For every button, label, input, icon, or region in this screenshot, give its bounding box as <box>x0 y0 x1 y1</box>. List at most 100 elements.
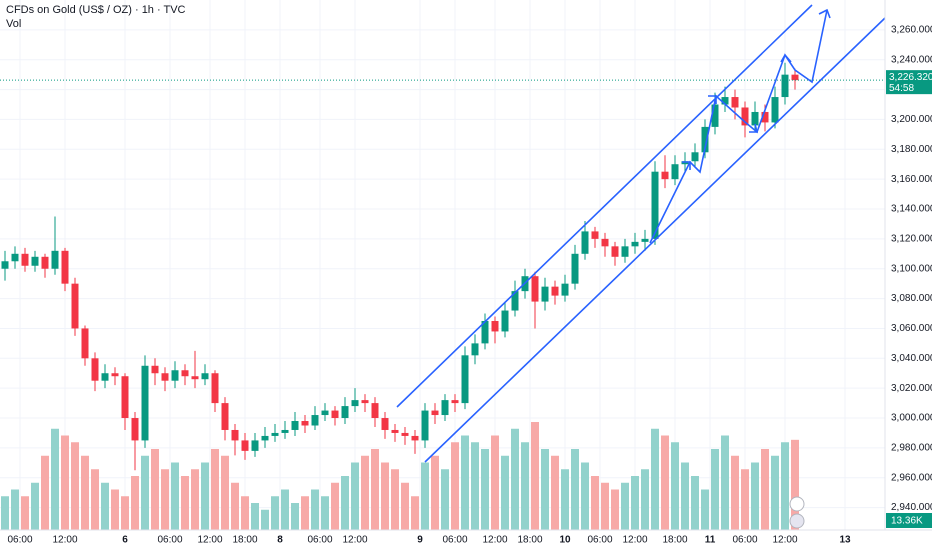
candle-body <box>601 238 609 247</box>
candle-body <box>431 410 439 416</box>
volume-bar <box>771 455 779 530</box>
x-tick-label: 18:00 <box>517 535 542 546</box>
candle-body <box>241 440 249 451</box>
event-icon[interactable] <box>789 496 805 512</box>
last-price-box <box>886 70 932 95</box>
y-tick-label: 3,200.000 <box>891 114 932 125</box>
volume-bar <box>71 442 79 530</box>
volume-bar <box>21 496 29 530</box>
candle-body <box>671 164 679 180</box>
candle-body <box>211 373 219 404</box>
volume-bar <box>91 469 99 530</box>
volume-bar <box>541 449 549 530</box>
volume-bar <box>791 439 799 530</box>
volume-bar <box>631 476 639 530</box>
channel-upper <box>396 4 813 408</box>
volume-bar <box>261 509 269 530</box>
candle-body <box>111 373 119 377</box>
volume-bar <box>411 496 419 530</box>
volume-bar <box>211 449 219 530</box>
volume-bar <box>191 469 199 530</box>
volume-bar <box>761 449 769 530</box>
y-tick-label: 3,160.000 <box>891 174 932 185</box>
x-tick-label: 06:00 <box>307 535 332 546</box>
volume-bar <box>161 469 169 530</box>
grid <box>0 0 885 530</box>
candle-body <box>381 418 389 430</box>
volume-bar <box>691 476 699 530</box>
drawings <box>396 4 886 463</box>
candle-body <box>271 432 279 436</box>
candle-body <box>691 152 699 162</box>
candle-body <box>31 256 39 266</box>
volume-bar <box>461 435 469 530</box>
countdown-label: 54:58 <box>889 83 914 94</box>
candle-body <box>721 97 729 105</box>
volume-bar <box>701 489 709 530</box>
candle-body <box>151 365 159 374</box>
candle-body <box>471 343 479 356</box>
candle-body <box>51 250 59 269</box>
volume-bar <box>591 476 599 530</box>
x-tick-label: 06:00 <box>732 535 757 546</box>
candle-body <box>41 256 49 269</box>
candle-body <box>791 74 799 81</box>
candle-body <box>71 283 79 329</box>
candle-body <box>651 171 659 239</box>
channel-lower <box>424 17 886 463</box>
volume-bar <box>381 462 389 530</box>
x-tick-label: 12:00 <box>482 535 507 546</box>
candle-body <box>281 429 289 433</box>
volume-bar <box>431 455 439 530</box>
volume-bar <box>251 503 259 530</box>
y-tick-label: 3,260.000 <box>891 24 932 35</box>
volume-bar <box>111 489 119 530</box>
volume-bar <box>621 482 629 530</box>
volume-bar <box>471 442 479 530</box>
x-tick-label: 06:00 <box>442 535 467 546</box>
candle-body <box>231 429 239 441</box>
candle-body <box>21 253 29 266</box>
candle-body <box>341 406 349 419</box>
volume-bar <box>511 428 519 530</box>
candle-body <box>581 231 589 254</box>
candle-body <box>571 253 579 284</box>
candle-body <box>351 400 359 407</box>
volume-bar <box>421 462 429 530</box>
candle-body <box>131 418 139 441</box>
volume-bar <box>371 449 379 530</box>
projection-path <box>649 9 828 244</box>
volume-bar <box>781 442 789 530</box>
flag-icon[interactable] <box>789 513 805 529</box>
candle-body <box>371 403 379 419</box>
candle-body <box>11 253 19 262</box>
y-tick-label: 3,080.000 <box>891 293 932 304</box>
x-tick-label: 06:00 <box>587 535 612 546</box>
x-tick-label: 13 <box>839 535 851 546</box>
candle-body <box>631 241 639 247</box>
x-tick-label: 12:00 <box>342 535 367 546</box>
volume-bar <box>181 476 189 530</box>
candle-body <box>441 400 449 416</box>
candle-body <box>121 376 129 419</box>
candle-body <box>181 370 189 377</box>
volume-bar <box>51 428 59 530</box>
x-tick-label: 11 <box>705 535 716 546</box>
x-tick-label: 06:00 <box>157 535 182 546</box>
candle-body <box>771 97 779 123</box>
y-tick-label: 3,040.000 <box>891 353 932 364</box>
candle-body <box>661 171 669 180</box>
x-tick-label: 6 <box>122 535 128 546</box>
y-tick-label: 3,100.000 <box>891 263 932 274</box>
x-tick-label: 8 <box>277 535 283 546</box>
volume-bar <box>611 489 619 530</box>
candle-body <box>551 286 559 296</box>
y-tick-label: 2,940.000 <box>891 502 932 513</box>
candle-body <box>331 410 339 419</box>
volume-bar <box>551 455 559 530</box>
candle-body <box>641 238 649 242</box>
volume-bar <box>291 503 299 530</box>
volume-title: Vol <box>6 18 21 30</box>
volume-bar <box>711 449 719 530</box>
